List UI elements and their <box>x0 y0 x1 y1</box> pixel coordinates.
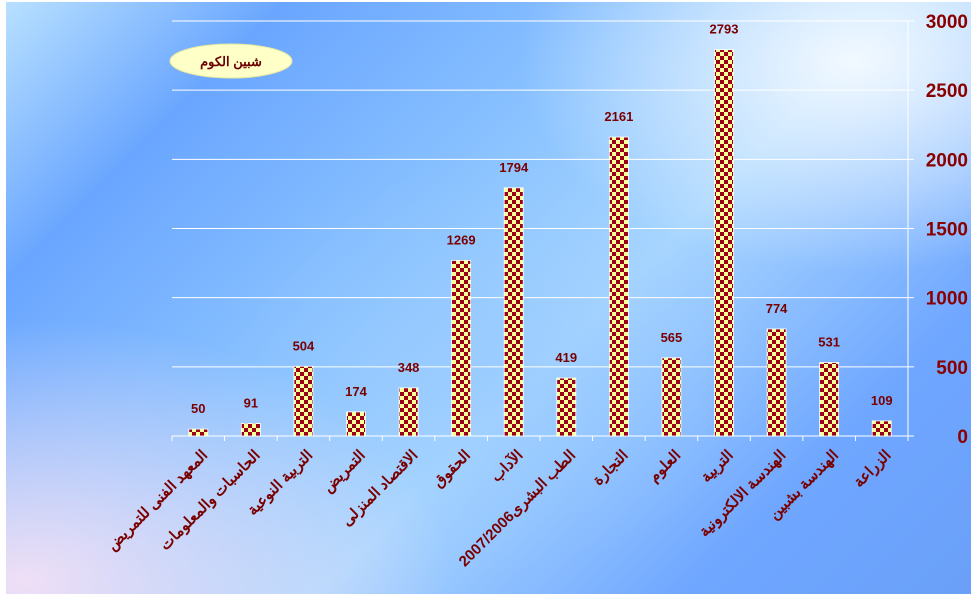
axes <box>171 20 914 441</box>
y-tick-label: 500 <box>936 358 968 379</box>
bars <box>188 49 892 437</box>
data-label: 2161 <box>604 109 633 124</box>
x-axis-label: الحاسبات والمعلومات <box>157 447 264 554</box>
data-label: 565 <box>661 330 683 345</box>
data-label: 348 <box>398 360 420 375</box>
bar-1 <box>188 428 209 437</box>
grid-lines <box>172 20 908 368</box>
data-label: 2793 <box>710 22 739 37</box>
bar-13 <box>819 362 840 437</box>
data-label: 109 <box>871 393 893 408</box>
bar-4 <box>346 411 366 437</box>
legend: شبين الكوم <box>169 43 293 79</box>
bar-14 <box>871 420 892 437</box>
legend-box <box>169 43 293 79</box>
y-tick-label: 1500 <box>926 220 968 241</box>
bar-8 <box>556 377 577 437</box>
x-axis-label: التمريض <box>319 447 368 496</box>
data-label: 419 <box>555 350 577 365</box>
y-tick-label: 2000 <box>926 150 968 171</box>
y-tick-label: 3000 <box>926 12 968 33</box>
data-label: 504 <box>293 338 315 353</box>
x-axis-label: الحقوق <box>430 447 474 491</box>
bar-6 <box>451 260 472 437</box>
bar-11 <box>714 49 734 437</box>
bar-3 <box>293 365 314 437</box>
y-axis-tick-labels: 0 500 1000 1500 2000 2500 3000 <box>926 12 968 448</box>
x-axis-label: الآداب <box>487 446 526 485</box>
bar-5 <box>398 387 419 437</box>
data-label: 1269 <box>447 232 476 247</box>
data-label: 531 <box>818 335 840 350</box>
data-label: 174 <box>345 384 367 399</box>
x-axis-label: التربية <box>698 447 737 486</box>
bar-10 <box>661 357 682 437</box>
data-label: 774 <box>766 301 788 316</box>
x-axis-label: المعهد الفنى للتمريض <box>104 447 211 554</box>
y-tick-label: 1000 <box>926 289 968 310</box>
legend-label: شبين الكوم <box>200 54 262 70</box>
y-tick-label: 0 <box>957 427 968 448</box>
bar-7 <box>503 187 524 437</box>
data-label: 50 <box>191 401 205 416</box>
bar-2 <box>240 423 261 437</box>
data-label: 1794 <box>499 160 529 175</box>
data-labels: 50 91 504 174 348 1269 1794 419 2161 565 2793 774 53… <box>191 22 893 416</box>
bar-12 <box>766 328 787 437</box>
bar-9 <box>608 136 629 437</box>
x-axis-label: الزراعة <box>850 447 894 491</box>
x-axis-label: التجارة <box>590 447 632 489</box>
data-label: 91 <box>244 395 258 410</box>
y-tick-label: 2500 <box>926 81 968 102</box>
x-axis-label: العلوم <box>645 447 684 486</box>
